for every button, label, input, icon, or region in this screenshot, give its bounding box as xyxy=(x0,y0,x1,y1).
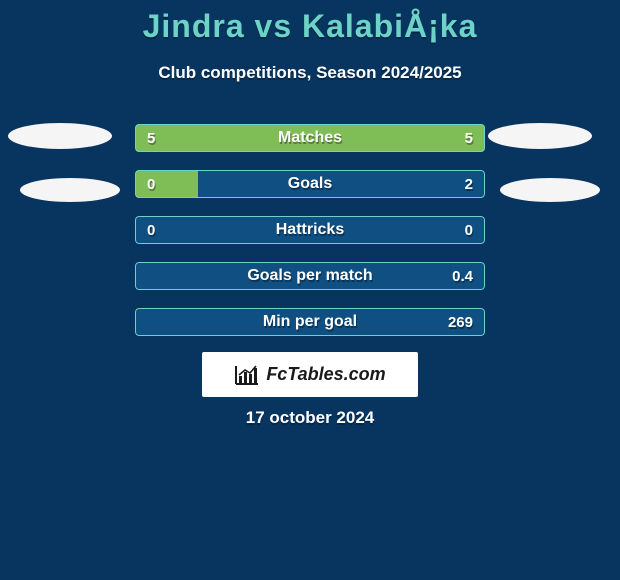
stat-label: Goals xyxy=(135,170,485,198)
stat-row: 00Hattricks xyxy=(135,216,485,244)
stat-row: 269Min per goal xyxy=(135,308,485,336)
decorative-ellipse xyxy=(488,123,592,149)
stat-label: Min per goal xyxy=(135,308,485,336)
decorative-ellipse xyxy=(500,178,600,202)
stat-row: 02Goals xyxy=(135,170,485,198)
stat-label: Matches xyxy=(135,124,485,152)
decorative-ellipse xyxy=(8,123,112,149)
page-title: Jindra vs KalabiÅ¡ka xyxy=(0,0,620,45)
stat-row: 0.4Goals per match xyxy=(135,262,485,290)
stat-bars: 55Matches 02Goals 00Hattricks 0.4Goals per … xyxy=(135,124,485,354)
stat-label: Goals per match xyxy=(135,262,485,290)
stat-label: Hattricks xyxy=(135,216,485,244)
decorative-ellipse xyxy=(20,178,120,202)
card-root: Jindra vs KalabiÅ¡ka Club competitions, … xyxy=(0,0,620,580)
page-subtitle: Club competitions, Season 2024/2025 xyxy=(0,63,620,83)
source-logo: FcTables.com xyxy=(202,352,418,397)
chart-icon xyxy=(234,364,260,386)
stat-row: 55Matches xyxy=(135,124,485,152)
date-label: 17 october 2024 xyxy=(0,408,620,428)
source-logo-text: FcTables.com xyxy=(266,364,385,385)
